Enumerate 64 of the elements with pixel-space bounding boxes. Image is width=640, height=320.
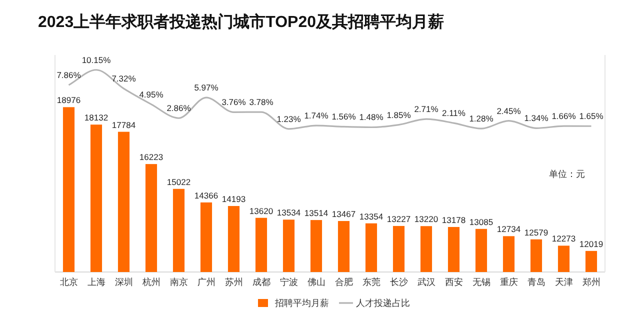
data-label: 13354 [359,211,384,222]
data-label: 1.28% [469,114,494,124]
data-label: 1.56% [332,112,356,122]
data-label: 13620 [249,206,274,216]
data-label: 13178 [442,214,466,225]
x-tick-label: 西安 [444,277,463,287]
x-tick-label: 武汉 [417,277,436,287]
data-label: 2.45% [496,106,522,116]
x-tick-label: 苏州 [224,277,243,287]
data-label: 16223 [139,152,164,162]
data-label: 12579 [524,227,548,238]
data-label: 12734 [496,224,521,234]
data-label: 13534 [276,208,301,218]
x-tick-label: 深圳 [114,277,133,287]
data-label: 4.95% [139,89,164,100]
chart-title: 2023上半年求职者投递热门城市TOP20及其招聘平均月薪 [38,12,444,31]
data-label: 13514 [304,208,328,218]
data-label: 7.86% [56,70,82,80]
x-tick-label: 合肥 [334,277,353,287]
data-label: 1.66% [552,111,576,122]
data-label: 1.85% [386,110,412,120]
x-tick-label: 成都 [252,277,270,287]
x-tick-label: 青岛 [527,277,546,287]
data-label: 2.11% [442,108,466,118]
x-tick-label: 上海 [87,277,106,287]
data-label: 1.48% [359,112,384,122]
data-label: 13227 [386,214,411,224]
annotation: 单位：元 [549,169,585,179]
data-label: 2.86% [166,103,192,114]
x-tick-label: 广州 [197,277,216,287]
x-tick-label: 佛山 [307,277,326,287]
legend-label: 招聘平均月薪 [274,298,329,308]
data-label: 12019 [579,238,604,249]
data-label: 1.74% [304,110,329,121]
data-label: 3.78% [249,97,274,108]
data-label: 10.15% [82,54,112,65]
x-tick-label: 郑州 [582,277,600,287]
data-label: 3.76% [222,97,246,108]
x-tick-label: 无锡 [472,277,490,287]
data-label: 14366 [194,190,218,200]
data-label: 18976 [56,95,81,106]
x-tick-label: 南京 [170,277,188,287]
data-label: 13085 [469,216,494,227]
data-label: 1.34% [524,113,549,124]
data-label: 2.71% [414,104,439,114]
data-label: 5.97% [194,82,219,93]
legend-label: 人才投递占比 [356,298,410,308]
x-tick-label: 重庆 [500,277,518,287]
data-label: 1.65% [579,111,604,122]
data-label: 18132 [84,112,108,123]
x-tick-label: 宁波 [280,277,298,287]
x-tick-label: 北京 [60,277,78,287]
data-label: 13220 [414,214,438,224]
data-label: 14193 [222,194,246,204]
x-tick-label: 东莞 [362,277,380,287]
x-tick-label: 杭州 [141,277,160,287]
data-label: 7.32% [112,74,136,84]
x-tick-label: 长沙 [390,277,408,287]
x-tick-label: 天津 [554,277,573,287]
data-label: 15022 [166,176,191,187]
data-label: 12273 [552,234,576,244]
data-label: 13467 [332,209,356,220]
data-label: 1.23% [276,114,302,124]
data-label: 17784 [112,120,136,130]
